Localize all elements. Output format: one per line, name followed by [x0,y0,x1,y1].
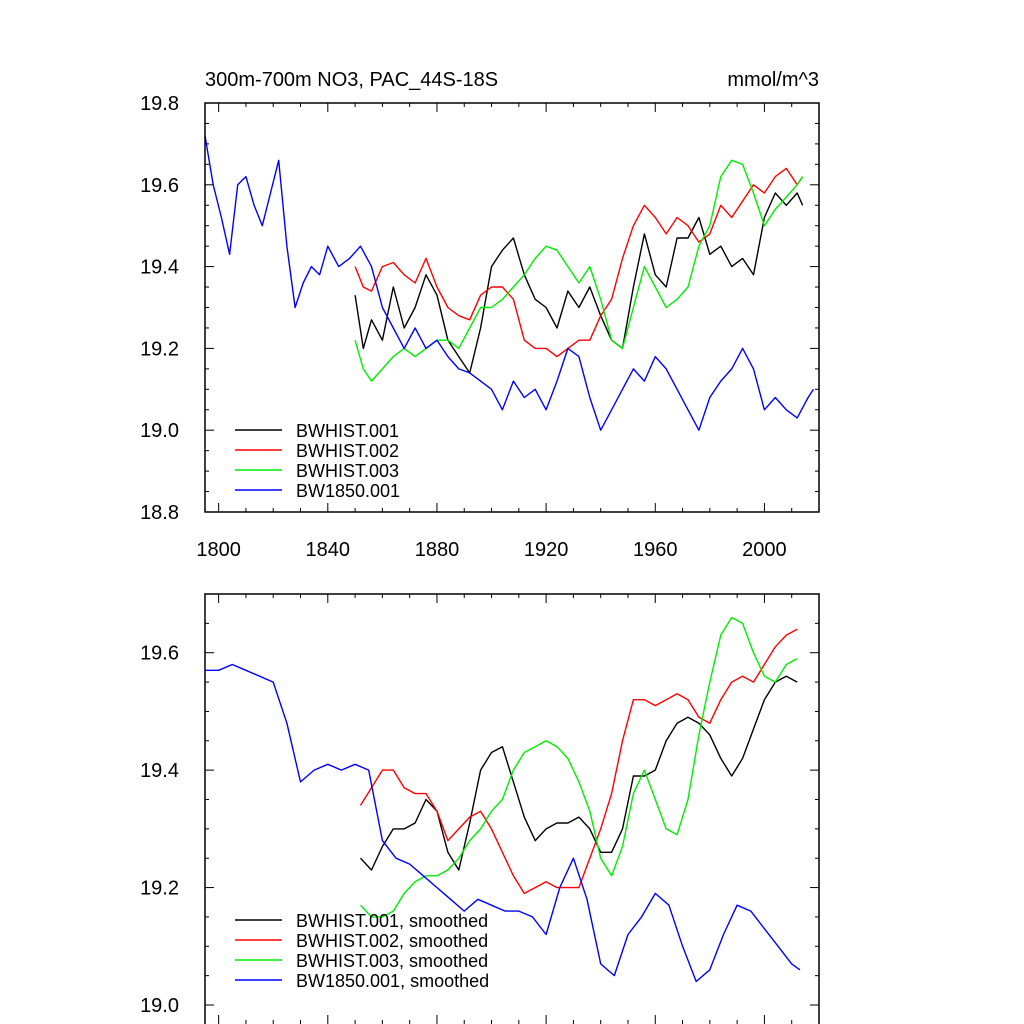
y-tick-label: 19.4 [140,760,179,782]
series-line-bwhist-001 [354,192,804,374]
y-tick-label: 19.4 [140,257,179,279]
series-line-bwhist-002 [359,628,798,895]
series-line-bw1850-001 [205,663,801,983]
series-line-bwhist-001 [359,675,798,871]
x-tick-label: 1960 [633,539,678,561]
y-tick-label: 19.2 [140,878,179,900]
legend-label: BWHIST.003 [296,461,399,481]
legend-label: BW1850.001, smoothed [296,971,489,991]
y-tick-label: 19.8 [140,93,179,115]
legend-label: BWHIST.001 [296,421,399,441]
y-tick-label: 19.0 [140,420,179,442]
x-tick-label: 1800 [196,539,241,561]
bottom-chart: 19.019.219.419.6 BWHIST.001, smoothedBWH… [140,593,820,1024]
x-tick-label: 1840 [306,539,351,561]
legend-label: BW1850.001 [296,481,400,501]
legend-label: BWHIST.002 [296,441,399,461]
y-tick-label: 19.0 [140,995,179,1017]
series-line-bw1850-001 [204,135,815,431]
y-tick-label: 19.2 [140,338,179,360]
chart-title: 300m-700m NO3, PAC_44S-18S [205,69,498,91]
series-line-bwhist-003 [359,616,798,918]
x-tick-label: 2000 [742,539,787,561]
series-line-bwhist-002 [354,167,804,358]
top-chart: 1800 1840 1880 1920 1960 2000 18.8 19.0 19.2 19.4… [140,93,820,561]
legend-label: BWHIST.001, smoothed [296,911,488,931]
y-tick-label: 19.6 [140,643,179,665]
series-line-bwhist-003 [354,159,804,382]
legend-label: BWHIST.003, smoothed [296,951,488,971]
x-tick-label: 1920 [524,539,569,561]
legend-label: BWHIST.002, smoothed [296,931,488,951]
top-plot-frame [204,102,820,513]
units-label: mmol/m^3 [727,69,819,91]
x-tick-label: 1880 [415,539,460,561]
bottom-plot-frame [204,593,820,1024]
y-tick-label: 18.8 [140,502,179,524]
y-tick-label: 19.6 [140,175,179,197]
